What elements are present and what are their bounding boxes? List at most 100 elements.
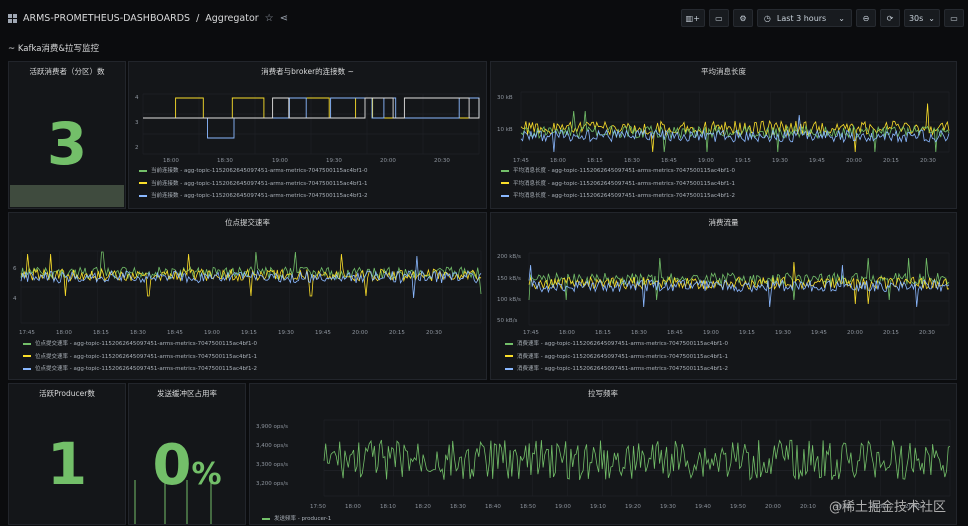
refresh-button[interactable]: ⟳: [879, 9, 900, 27]
legend-item[interactable]: 当前连接数 - agg-topic-1152062645097451-arms-…: [139, 165, 367, 178]
legend-item[interactable]: 平均消息长度 - agg-topic-1152062645097451-arms…: [501, 165, 735, 178]
x-tick-label: 18:00: [345, 504, 361, 510]
x-tick-label: 19:00: [703, 330, 719, 336]
panel-send-buffer-usage[interactable]: 发送缓冲区占用率 0%: [128, 383, 246, 525]
stat-value: 1: [46, 430, 88, 498]
panel-write-frequency[interactable]: 拉写频率 3,900 ops/s 3,400 ops/s 3,300 ops/s…: [249, 383, 957, 525]
chevron-down-icon: ⌄: [928, 13, 935, 23]
share-icon[interactable]: ⋖: [279, 12, 289, 24]
clock-icon: ◷: [763, 13, 771, 23]
series-line: [528, 264, 950, 308]
panel-broker-connections[interactable]: 消费者与broker的连接数 ~ 4 3 2 18:00 18:30 19:00…: [128, 61, 487, 209]
legend-item[interactable]: 平均消息长度 - agg-topic-1152062645097451-arms…: [501, 190, 735, 203]
star-icon[interactable]: ☆: [264, 12, 274, 24]
legend-item[interactable]: 当前连接数 - agg-topic-1152062645097451-arms-…: [139, 190, 367, 203]
buffer-sparkline: [134, 480, 212, 524]
y-tick-label: 6: [13, 266, 17, 272]
legend-item[interactable]: 消费速率 - agg-topic-1152062645097451-arms-m…: [505, 338, 728, 351]
add-panel-icon: ▥+: [685, 13, 700, 23]
x-tick-label: 19:15: [739, 330, 755, 336]
legend-swatch: [501, 182, 509, 184]
legend-swatch: [505, 355, 513, 357]
x-tick-label: 18:30: [217, 158, 233, 164]
legend-label: 当前连接数 - agg-topic-1152062645097451-arms-…: [151, 193, 368, 199]
legend-item[interactable]: 消费速率 - agg-topic-1152062645097451-arms-m…: [505, 363, 728, 376]
x-tick-label: 18:40: [485, 504, 501, 510]
panel-consume-traffic[interactable]: 消费流量 200 kB/s 150 kB/s 100 kB/s 50 kB/s …: [490, 212, 957, 380]
x-tick-label: 18:30: [450, 504, 466, 510]
legend-label: 位点提交速率 - agg-topic-1152062645097451-arms…: [35, 341, 257, 347]
x-tick-label: 19:30: [660, 504, 676, 510]
x-tick-label: 20:20: [835, 504, 851, 510]
panel-active-consumers[interactable]: 活跃消费者（分区）数 3: [8, 61, 126, 209]
stat-number: 0: [152, 433, 192, 498]
y-tick-label: 3,200 ops/s: [256, 481, 288, 487]
x-tick-label: 18:30: [624, 158, 640, 164]
x-tick-label: 18:45: [667, 330, 683, 336]
dashboard-name-link[interactable]: Aggregator: [205, 12, 259, 24]
y-tick-label: 4: [135, 95, 139, 101]
x-tick-label: 19:40: [695, 504, 711, 510]
settings-button[interactable]: ⚙: [732, 9, 753, 27]
y-tick-label: 100 kB/s: [497, 297, 521, 303]
save-dashboard-button[interactable]: ▭: [708, 9, 729, 27]
x-tick-label: 17:45: [19, 330, 35, 336]
y-tick-label: 200 kB/s: [497, 254, 521, 260]
x-tick-label: 18:15: [587, 158, 603, 164]
x-tick-label: 18:15: [93, 330, 109, 336]
x-tick-label: 17:45: [523, 330, 539, 336]
refresh-interval-picker[interactable]: 30s ⌄: [903, 9, 940, 27]
legend-swatch: [139, 169, 147, 172]
panel-avg-message-length[interactable]: 平均消息长度 30 kB 10 kB 17:45 18:00 18:15 18:…: [490, 61, 957, 209]
legend-item[interactable]: 位点提交速率 - agg-topic-1152062645097451-arms…: [23, 338, 257, 351]
legend-item[interactable]: 位点提交速率 - agg-topic-1152062645097451-arms…: [23, 351, 257, 364]
panel-title: 拉写频率: [588, 389, 618, 398]
x-tick-label: 19:00: [204, 330, 220, 336]
legend: 消费速率 - agg-topic-1152062645097451-arms-m…: [505, 338, 728, 376]
x-tick-label: 19:45: [811, 330, 827, 336]
watermark: @稀土掘金技术社区: [828, 500, 946, 515]
dashboards-grid-icon[interactable]: [8, 13, 17, 23]
legend-item[interactable]: 位点提交速率 - agg-topic-1152062645097451-arms…: [23, 363, 257, 376]
x-tick-label: 18:30: [130, 330, 146, 336]
x-tick-label: 19:45: [809, 158, 825, 164]
y-tick-label: 3,300 ops/s: [256, 462, 288, 468]
y-tick-label: 30 kB: [497, 95, 513, 101]
dashboard-toolbar: ▥+ ▭ ⚙ ◷ Last 3 hours ⌄ ⊖ ⟳ 30s ⌄ ▭: [680, 9, 964, 27]
x-tick-label: 19:30: [772, 158, 788, 164]
panel-offset-commit-rate[interactable]: 位点提交速率 6 4 17:45 18:00 18:15 18:30 18:45…: [8, 212, 487, 380]
dashboard-folder-link[interactable]: ARMS-PROMETHEUS-DASHBOARDS: [23, 12, 191, 24]
x-tick-label: 18:15: [595, 330, 611, 336]
x-tick-label: 20:15: [883, 158, 899, 164]
x-tick-label: 20:30: [426, 330, 442, 336]
legend-label: 消费速率 - agg-topic-1152062645097451-arms-m…: [517, 366, 728, 372]
series-line: [20, 255, 482, 299]
legend-label: 发送频率 - producer-1: [274, 516, 332, 522]
row-title[interactable]: ~ Kafka消费&拉写监控: [8, 44, 100, 54]
y-tick-label: 2: [135, 145, 139, 151]
x-tick-label: 18:50: [520, 504, 536, 510]
legend-label: 平均消息长度 - agg-topic-1152062645097451-arms…: [513, 180, 735, 187]
time-range-picker[interactable]: ◷ Last 3 hours ⌄: [756, 9, 852, 27]
gear-icon: ⚙: [739, 13, 747, 23]
x-tick-label: 20:00: [847, 330, 863, 336]
legend-item[interactable]: 发送频率 - producer-1: [262, 513, 331, 526]
x-tick-label: 18:00: [56, 330, 72, 336]
legend-item[interactable]: 当前连接数 - agg-topic-1152062645097451-arms-…: [139, 178, 367, 191]
x-tick-label: 19:15: [735, 158, 751, 164]
stat-value: 0%: [129, 434, 245, 511]
legend-swatch: [23, 355, 31, 357]
x-tick-label: 19:50: [730, 504, 746, 510]
x-tick-label: 20:30: [920, 158, 936, 164]
panel-active-producers[interactable]: 活跃Producer数 1: [8, 383, 126, 525]
zoom-out-button[interactable]: ⊖: [855, 9, 876, 27]
x-tick-label: 19:00: [555, 504, 571, 510]
chevron-down-icon: ⌄: [838, 13, 845, 23]
legend-item[interactable]: 平均消息长度 - agg-topic-1152062645097451-arms…: [501, 178, 735, 191]
add-panel-button[interactable]: ▥+: [680, 9, 705, 27]
legend-item[interactable]: 消费速率 - agg-topic-1152062645097451-arms-m…: [505, 351, 728, 364]
series-line: [20, 253, 482, 297]
tv-mode-button[interactable]: ▭: [944, 9, 964, 27]
breadcrumb-separator: /: [196, 12, 200, 24]
panel-title: 消费流量: [708, 218, 739, 227]
